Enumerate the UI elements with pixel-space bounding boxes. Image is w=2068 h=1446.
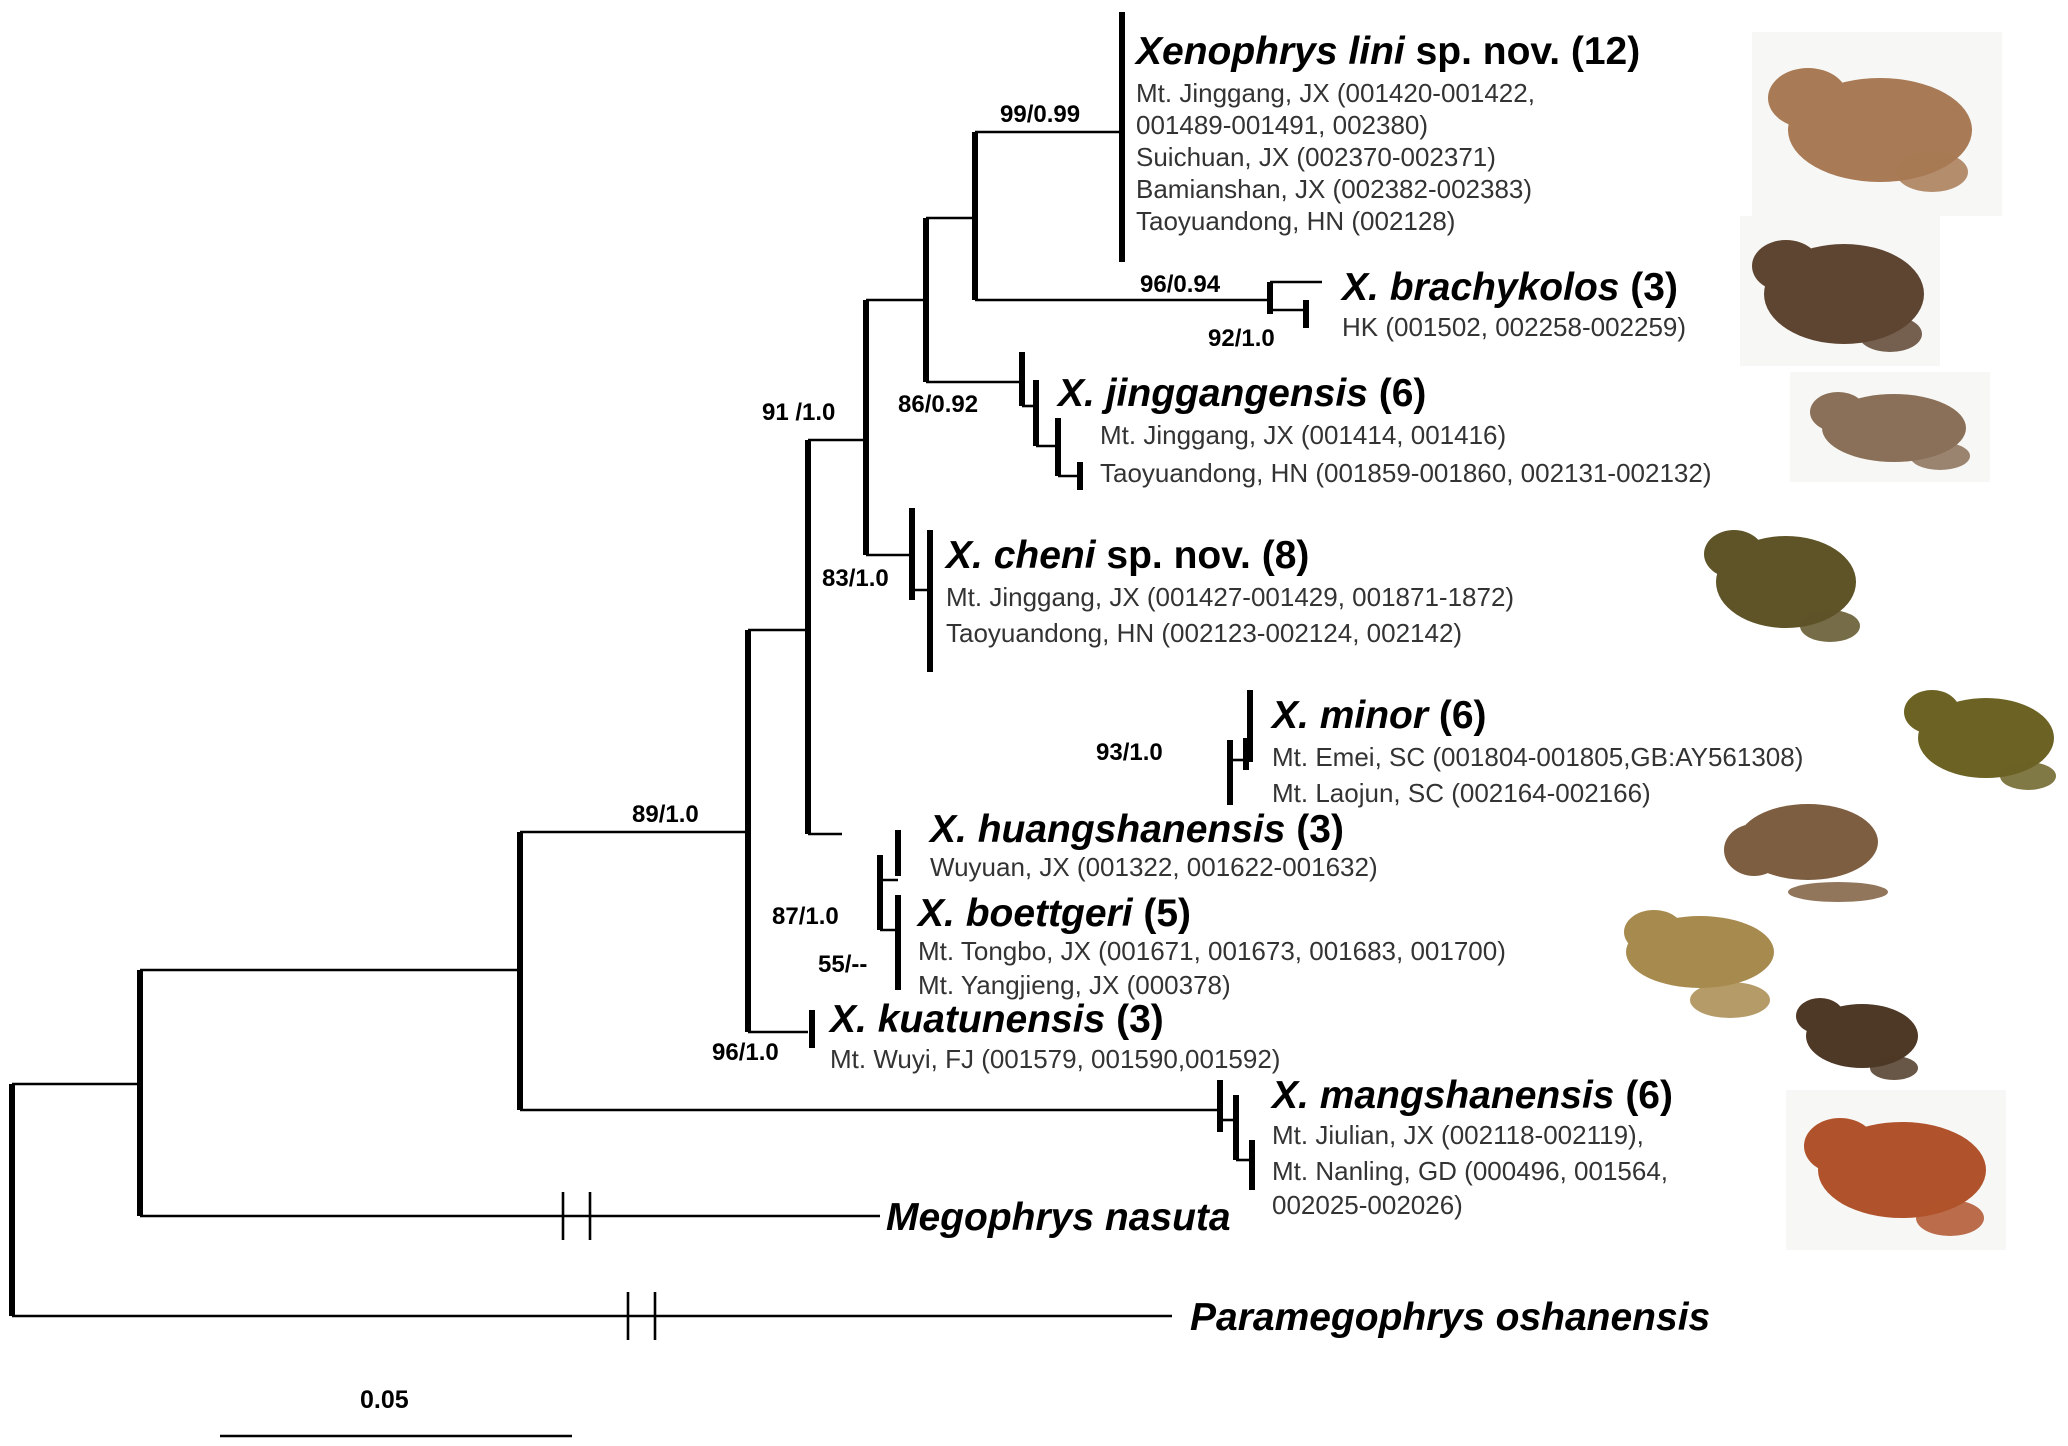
frog-head bbox=[1704, 530, 1764, 578]
taxon-label-lini: Xenophrys lini sp. nov. (12) bbox=[1134, 30, 1640, 73]
frog-head bbox=[1810, 392, 1866, 432]
locality-line: Taoyuandong, HN (002128) bbox=[1136, 206, 1455, 236]
taxon-label-brachykolos: X. brachykolos (3) bbox=[1340, 266, 1678, 309]
locality-line: Mt. Wuyi, FJ (001579, 001590,001592) bbox=[830, 1044, 1280, 1074]
frog-leg bbox=[1916, 1200, 1984, 1236]
taxon-label-kuatunensis: X. kuatunensis (3) bbox=[828, 998, 1164, 1041]
frog-photo-minor bbox=[1890, 672, 2066, 802]
frog-leg bbox=[1858, 316, 1922, 352]
taxon-label-cheni: X. cheni sp. nov. (8) bbox=[944, 534, 1309, 577]
scale-bar-label: 0.05 bbox=[360, 1386, 409, 1414]
locality-line: Mt. Nanling, GD (000496, 001564, bbox=[1272, 1156, 1668, 1186]
taxon-label-nasuta: Megophrys nasuta bbox=[886, 1196, 1231, 1239]
locality-line: Bamianshan, JX (002382-002383) bbox=[1136, 174, 1532, 204]
frog-head bbox=[1804, 1118, 1876, 1174]
locality-line: Mt. Emei, SC (001804-001805,GB:AY561308) bbox=[1272, 742, 1803, 772]
locality-line: Taoyuandong, HN (002123-002124, 002142) bbox=[946, 618, 1462, 648]
frog-photo-jinggangensis bbox=[1790, 372, 1990, 482]
locality-line: Mt. Laojun, SC (002164-002166) bbox=[1272, 778, 1651, 808]
support-label: 92/1.0 bbox=[1208, 325, 1275, 352]
frog-leg bbox=[1788, 882, 1888, 902]
locality-line: Wuyuan, JX (001322, 001622-001632) bbox=[930, 852, 1378, 882]
locality-line: Taoyuandong, HN (001859-001860, 002131-0… bbox=[1100, 458, 1711, 488]
support-label: 87/1.0 bbox=[772, 903, 839, 930]
frog-photo-kuatunensis bbox=[1786, 982, 1926, 1086]
frog-leg bbox=[1910, 442, 1970, 470]
locality-line: Mt. Tongbo, JX (001671, 001673, 001683, … bbox=[918, 936, 1506, 966]
frog-leg bbox=[1896, 152, 1968, 192]
frog-photo-boettgeri bbox=[1610, 896, 1786, 1030]
frog-photo-cheni bbox=[1690, 508, 1870, 658]
support-label: 93/1.0 bbox=[1096, 739, 1163, 766]
support-label: 99/0.99 bbox=[1000, 101, 1080, 128]
taxon-label-mangshanensis: X. mangshanensis (6) bbox=[1270, 1074, 1673, 1117]
locality-line: Mt. Yangjieng, JX (000378) bbox=[918, 970, 1231, 1000]
frog-photo-brachykolos bbox=[1740, 216, 1940, 366]
locality-line: HK (001502, 002258-002259) bbox=[1342, 312, 1686, 342]
taxon-label-jinggangensis: X. jinggangensis (6) bbox=[1056, 372, 1426, 415]
locality-line: Mt. Jinggang, JX (001420-001422, bbox=[1136, 78, 1535, 108]
tree-branches bbox=[9, 12, 1322, 1340]
taxon-label-minor: X. minor (6) bbox=[1270, 694, 1487, 737]
taxon-label-oshanensis: Paramegophrys oshanensis bbox=[1190, 1296, 1710, 1339]
locality-line: 002025-002026) bbox=[1272, 1190, 1463, 1220]
frog-photo-lini bbox=[1752, 32, 2002, 216]
frog-head bbox=[1752, 240, 1820, 292]
taxon-label-huangshanensis: X. huangshanensis (3) bbox=[928, 808, 1344, 851]
support-label: 91 /1.0 bbox=[762, 399, 835, 426]
frog-head bbox=[1768, 68, 1848, 128]
frog-leg bbox=[1690, 982, 1770, 1018]
locality-line: Suichuan, JX (002370-002371) bbox=[1136, 142, 1496, 172]
support-values: 99/0.99 96/0.94 92/1.0 86/0.92 91 /1.0 8… bbox=[632, 101, 1275, 1066]
frog-photo-huangshanensis bbox=[1708, 780, 1894, 908]
frog-head bbox=[1904, 690, 1960, 734]
frog-head bbox=[1624, 910, 1684, 954]
support-label: 86/0.92 bbox=[898, 391, 978, 418]
taxon-label-boettgeri: X. boettgeri (5) bbox=[916, 892, 1191, 935]
frog-head bbox=[1724, 824, 1784, 876]
frog-photo-mangshanensis bbox=[1786, 1090, 2006, 1250]
frog-leg bbox=[1870, 1056, 1918, 1080]
support-label: 96/1.0 bbox=[712, 1039, 779, 1066]
frog-leg bbox=[1800, 610, 1860, 642]
frog-head bbox=[1796, 998, 1844, 1034]
frog-leg bbox=[2000, 762, 2056, 790]
taxon-labels: Xenophrys lini sp. nov. (12) Mt. Jinggan… bbox=[828, 30, 1803, 1339]
scale-bar: 0.05 bbox=[220, 1386, 572, 1438]
locality-line: Mt. Jinggang, JX (001414, 001416) bbox=[1100, 420, 1506, 450]
support-label: 89/1.0 bbox=[632, 801, 699, 828]
support-label: 83/1.0 bbox=[822, 565, 889, 592]
locality-line: Mt. Jiulian, JX (002118-002119), bbox=[1272, 1120, 1644, 1150]
support-label: 96/0.94 bbox=[1140, 271, 1221, 298]
locality-line: Mt. Jinggang, JX (001427-001429, 001871-… bbox=[946, 582, 1514, 612]
support-label: 55/-- bbox=[818, 951, 867, 978]
locality-line: 001489-001491, 002380) bbox=[1136, 110, 1428, 140]
